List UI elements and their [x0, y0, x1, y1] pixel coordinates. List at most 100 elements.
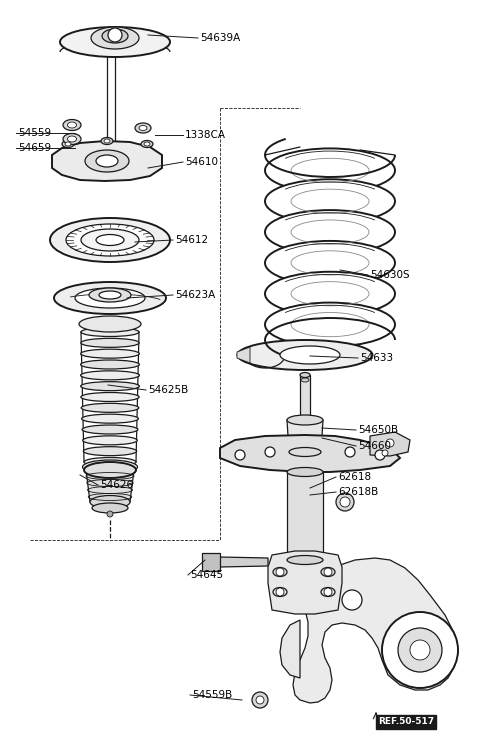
- Ellipse shape: [81, 360, 140, 369]
- Circle shape: [265, 447, 275, 457]
- Ellipse shape: [265, 148, 395, 192]
- Circle shape: [256, 696, 264, 704]
- Circle shape: [324, 568, 332, 576]
- Polygon shape: [202, 553, 220, 571]
- Ellipse shape: [62, 140, 74, 148]
- Ellipse shape: [65, 142, 71, 146]
- Ellipse shape: [84, 462, 136, 478]
- Circle shape: [276, 568, 284, 576]
- Ellipse shape: [81, 404, 139, 413]
- Text: 54623A: 54623A: [175, 290, 215, 300]
- Ellipse shape: [139, 125, 147, 131]
- Polygon shape: [370, 432, 410, 456]
- Circle shape: [107, 511, 113, 517]
- Polygon shape: [300, 375, 310, 420]
- Text: 54650B: 54650B: [358, 425, 398, 435]
- Ellipse shape: [63, 119, 81, 131]
- Ellipse shape: [50, 218, 170, 262]
- Ellipse shape: [81, 381, 139, 391]
- Ellipse shape: [54, 282, 166, 314]
- Polygon shape: [237, 347, 250, 363]
- Text: 54645: 54645: [190, 570, 223, 580]
- Circle shape: [340, 497, 350, 507]
- Polygon shape: [287, 420, 323, 452]
- Ellipse shape: [280, 346, 340, 364]
- Ellipse shape: [66, 224, 154, 256]
- Circle shape: [252, 692, 268, 708]
- Polygon shape: [86, 470, 134, 502]
- Text: 54625B: 54625B: [148, 385, 188, 395]
- Circle shape: [386, 439, 394, 447]
- Polygon shape: [268, 551, 342, 614]
- Ellipse shape: [75, 288, 145, 308]
- Ellipse shape: [96, 234, 124, 246]
- Circle shape: [398, 628, 442, 672]
- Ellipse shape: [84, 458, 136, 467]
- Ellipse shape: [301, 378, 309, 382]
- Ellipse shape: [289, 447, 321, 456]
- Ellipse shape: [273, 568, 287, 577]
- Text: 62618: 62618: [338, 472, 371, 482]
- Ellipse shape: [101, 137, 113, 145]
- Ellipse shape: [96, 155, 118, 167]
- Text: 54612: 54612: [175, 235, 208, 245]
- Text: 54626: 54626: [100, 480, 133, 490]
- Circle shape: [108, 28, 122, 42]
- Ellipse shape: [81, 229, 139, 251]
- Circle shape: [410, 640, 430, 660]
- Ellipse shape: [141, 140, 153, 148]
- Ellipse shape: [265, 180, 395, 223]
- Polygon shape: [220, 435, 400, 472]
- Text: 54559B: 54559B: [192, 690, 232, 700]
- Ellipse shape: [68, 136, 76, 142]
- Ellipse shape: [265, 241, 395, 285]
- Ellipse shape: [63, 134, 81, 145]
- Ellipse shape: [104, 139, 110, 143]
- Ellipse shape: [83, 460, 137, 474]
- Text: 54659: 54659: [18, 143, 51, 153]
- Ellipse shape: [238, 340, 372, 370]
- Text: 62618B: 62618B: [338, 487, 378, 497]
- Ellipse shape: [300, 372, 310, 378]
- Text: REF.50-517: REF.50-517: [378, 718, 434, 726]
- Ellipse shape: [83, 436, 137, 445]
- Circle shape: [382, 612, 458, 688]
- Text: 54639A: 54639A: [200, 33, 240, 43]
- Ellipse shape: [287, 415, 323, 425]
- Ellipse shape: [287, 556, 323, 565]
- Ellipse shape: [68, 122, 76, 128]
- Text: 54559: 54559: [18, 128, 51, 138]
- Text: 54660: 54660: [358, 441, 391, 451]
- Ellipse shape: [60, 27, 170, 57]
- Ellipse shape: [321, 568, 335, 577]
- Ellipse shape: [102, 29, 128, 43]
- Circle shape: [235, 450, 245, 460]
- Text: 54610: 54610: [185, 157, 218, 167]
- Ellipse shape: [82, 425, 138, 434]
- Ellipse shape: [99, 291, 121, 299]
- Circle shape: [324, 588, 332, 596]
- Ellipse shape: [92, 503, 128, 513]
- Ellipse shape: [82, 414, 138, 423]
- Text: 54630S: 54630S: [370, 270, 409, 280]
- Ellipse shape: [91, 27, 139, 49]
- Ellipse shape: [89, 288, 131, 302]
- Ellipse shape: [265, 272, 395, 316]
- Ellipse shape: [90, 496, 130, 508]
- Ellipse shape: [265, 303, 395, 347]
- Ellipse shape: [321, 588, 335, 597]
- Ellipse shape: [81, 327, 139, 337]
- Ellipse shape: [81, 338, 139, 347]
- Circle shape: [342, 590, 362, 610]
- Ellipse shape: [144, 142, 150, 146]
- Ellipse shape: [81, 371, 140, 380]
- Circle shape: [375, 450, 385, 460]
- Ellipse shape: [135, 123, 151, 133]
- Polygon shape: [52, 141, 162, 181]
- Ellipse shape: [273, 588, 287, 597]
- Ellipse shape: [84, 447, 137, 456]
- Polygon shape: [220, 557, 268, 567]
- Ellipse shape: [85, 150, 129, 172]
- Ellipse shape: [265, 210, 395, 254]
- Text: 54633: 54633: [360, 353, 393, 363]
